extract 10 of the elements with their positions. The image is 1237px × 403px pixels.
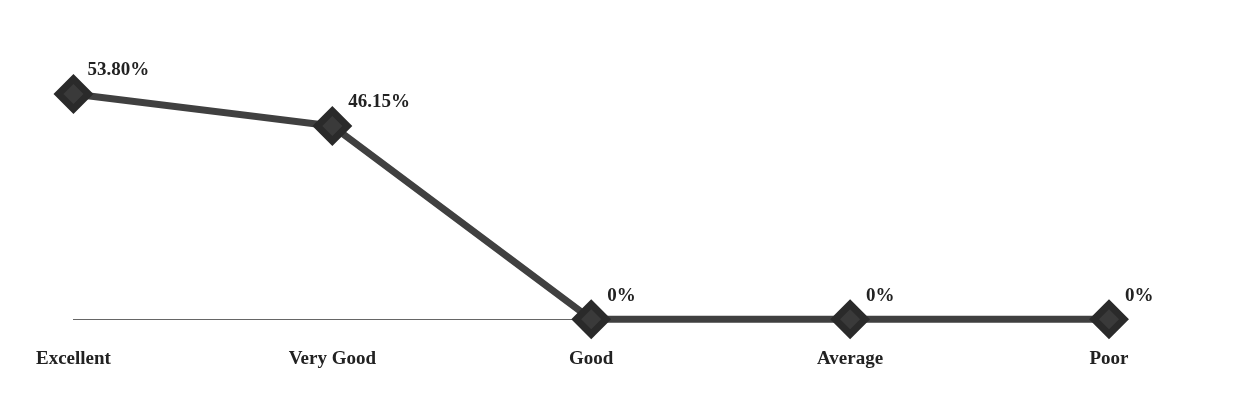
data-label: 0% [607, 283, 636, 305]
x-tick-label: Average [817, 346, 884, 368]
x-tick-label: Very Good [288, 346, 377, 368]
x-tick-label: Poor [1089, 346, 1130, 368]
x-tick-label: Excellent [35, 346, 112, 368]
data-label: 53.80% [87, 58, 150, 80]
data-label: 46.15% [348, 90, 411, 112]
x-tick-label: Good [569, 346, 614, 368]
data-label: 0% [1125, 283, 1154, 305]
data-label: 0% [866, 283, 895, 305]
